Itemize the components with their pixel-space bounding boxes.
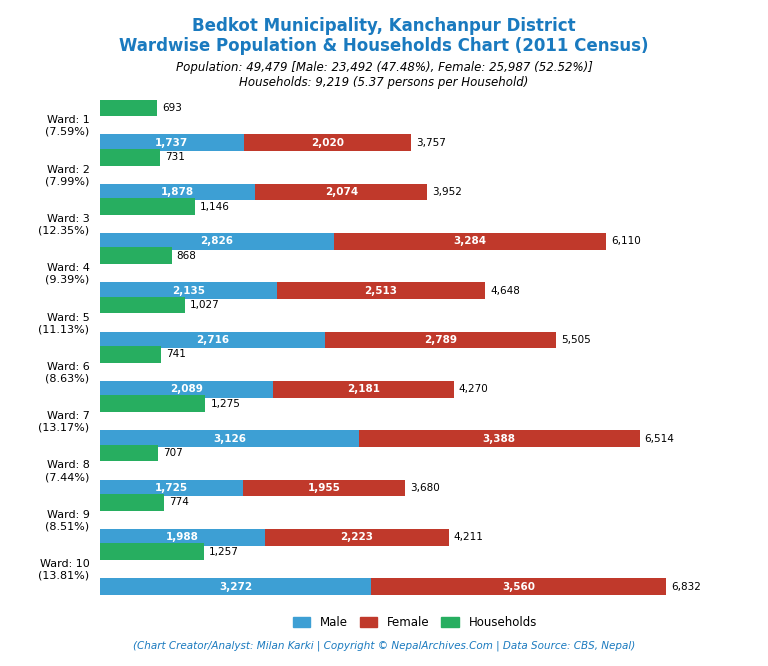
Text: 5,505: 5,505 [561, 335, 591, 345]
Text: 1,955: 1,955 [307, 483, 340, 493]
Text: 1,725: 1,725 [154, 483, 188, 493]
Text: 1,878: 1,878 [161, 187, 194, 197]
Bar [100, 480, 243, 496]
Text: 868: 868 [177, 251, 197, 261]
Text: 774: 774 [169, 498, 189, 507]
Bar [100, 297, 185, 314]
Bar [100, 543, 204, 560]
Bar [100, 346, 161, 363]
Text: 2,826: 2,826 [200, 236, 233, 246]
Text: 6,832: 6,832 [671, 581, 701, 591]
Text: 6,514: 6,514 [644, 434, 674, 444]
Text: (Chart Creator/Analyst: Milan Karki | Copyright © NepalArchives.Com | Data Sourc: (Chart Creator/Analyst: Milan Karki | Co… [133, 641, 635, 651]
Bar [100, 396, 206, 412]
Bar [100, 578, 371, 595]
Bar [359, 430, 640, 447]
Bar [276, 282, 485, 299]
Text: 707: 707 [164, 448, 183, 458]
Text: Population: 49,479 [Male: 23,492 (47.48%), Female: 25,987 (52.52%)]: Population: 49,479 [Male: 23,492 (47.48%… [176, 61, 592, 75]
Bar [100, 135, 243, 151]
Text: 3,757: 3,757 [416, 138, 446, 148]
Text: 4,270: 4,270 [458, 384, 488, 394]
Bar [334, 233, 606, 250]
Text: 1,737: 1,737 [155, 138, 188, 148]
Bar [100, 332, 325, 348]
Text: 1,988: 1,988 [166, 532, 199, 542]
Text: 2,223: 2,223 [340, 532, 373, 542]
Text: 4,211: 4,211 [454, 532, 484, 542]
Text: Wardwise Population & Households Chart (2011 Census): Wardwise Population & Households Chart (… [119, 37, 649, 55]
Legend: Male, Female, Households: Male, Female, Households [288, 611, 541, 634]
Text: 2,020: 2,020 [311, 138, 344, 148]
Text: 3,388: 3,388 [483, 434, 516, 444]
Bar [243, 135, 411, 151]
Bar [100, 494, 164, 511]
Text: 3,680: 3,680 [410, 483, 439, 493]
Text: 3,284: 3,284 [454, 236, 487, 246]
Text: Households: 9,219 (5.37 persons per Household): Households: 9,219 (5.37 persons per Hous… [240, 76, 528, 89]
Bar [243, 480, 405, 496]
Text: 2,789: 2,789 [424, 335, 457, 345]
Bar [100, 282, 276, 299]
Text: 6,110: 6,110 [611, 236, 641, 246]
Bar [273, 381, 454, 398]
Text: 3,560: 3,560 [502, 581, 535, 591]
Bar [100, 248, 172, 264]
Text: 741: 741 [166, 350, 186, 360]
Text: 3,952: 3,952 [432, 187, 462, 197]
Bar [325, 332, 556, 348]
Text: 1,027: 1,027 [190, 300, 220, 310]
Bar [100, 529, 264, 545]
Text: 1,275: 1,275 [210, 399, 240, 409]
Bar [371, 578, 666, 595]
Bar [256, 184, 427, 200]
Text: 3,126: 3,126 [213, 434, 246, 444]
Text: 693: 693 [162, 103, 182, 113]
Bar [264, 529, 449, 545]
Bar [100, 381, 273, 398]
Text: 3,272: 3,272 [219, 581, 252, 591]
Text: 2,074: 2,074 [325, 187, 358, 197]
Bar [100, 233, 334, 250]
Text: 4,648: 4,648 [490, 286, 520, 296]
Bar [100, 430, 359, 447]
Bar [100, 149, 161, 166]
Text: 1,146: 1,146 [200, 202, 230, 212]
Text: Bedkot Municipality, Kanchanpur District: Bedkot Municipality, Kanchanpur District [192, 17, 576, 35]
Text: 2,089: 2,089 [170, 384, 203, 394]
Text: 2,181: 2,181 [347, 384, 380, 394]
Text: 731: 731 [165, 153, 185, 163]
Bar [100, 184, 256, 200]
Bar [100, 198, 195, 215]
Bar [100, 445, 158, 462]
Text: 1,257: 1,257 [209, 547, 239, 557]
Bar [100, 100, 157, 117]
Text: 2,513: 2,513 [364, 286, 397, 296]
Text: 2,135: 2,135 [172, 286, 205, 296]
Text: 2,716: 2,716 [196, 335, 229, 345]
